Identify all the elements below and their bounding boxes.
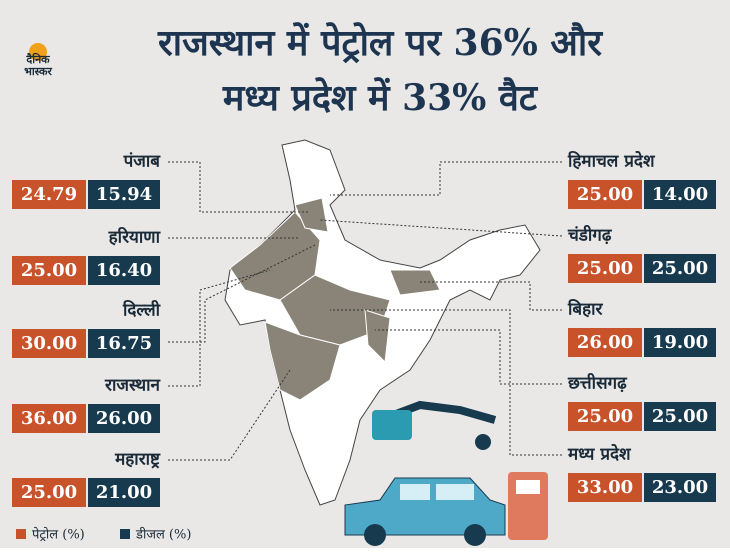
logo-sun — [29, 43, 47, 61]
wheel — [464, 524, 486, 546]
diesel-box — [644, 180, 716, 209]
car-window — [400, 484, 430, 500]
diesel-box — [644, 254, 716, 283]
diesel-box — [88, 404, 160, 433]
leader-line — [420, 281, 562, 311]
petrol-box — [12, 256, 86, 285]
petrol-box — [568, 328, 642, 357]
leader-line — [168, 269, 271, 387]
state-rows: पंजाब 24.79 15.94 हरियाणा 25.00 16.40 दिल्ली 30… — [12, 151, 716, 507]
diesel-value: 25.00 — [652, 258, 708, 279]
petrol-value: 26.00 — [577, 332, 633, 353]
diesel-box — [88, 329, 160, 358]
diesel-value: 16.40 — [96, 260, 152, 281]
diesel-value: 23.00 — [652, 477, 708, 498]
petrol-box — [12, 478, 86, 507]
legend-label: डीजल (%) — [135, 527, 191, 543]
logo-text: दैनिक — [25, 52, 50, 66]
petrol-box — [12, 329, 86, 358]
state-name: राजस्थान — [104, 376, 161, 396]
nozzle — [372, 410, 412, 440]
state-shape — [364, 309, 391, 364]
legend-label: पेट्रोल (%) — [32, 527, 85, 543]
state-shape — [229, 211, 321, 301]
state-name: हिमाचल प्रदेश — [567, 151, 656, 172]
leader-lines — [168, 161, 563, 461]
diesel-box — [644, 402, 716, 431]
leader-line — [168, 369, 291, 461]
leader-line — [168, 244, 316, 343]
state-shape — [264, 321, 341, 401]
diesel-value: 26.00 — [96, 408, 152, 429]
petrol-value: 25.00 — [577, 406, 633, 427]
petrol-value: 25.00 — [21, 482, 77, 503]
leader-line — [330, 309, 562, 456]
legend-swatch — [16, 529, 26, 539]
state-name: हरियाणा — [108, 227, 161, 248]
fuel-illustration — [344, 400, 548, 546]
diesel-value: 19.00 — [652, 332, 708, 353]
legend-swatch — [120, 529, 130, 539]
car-window — [436, 484, 474, 500]
petrol-box — [568, 402, 642, 431]
diesel-value: 21.00 — [96, 482, 152, 503]
diesel-value: 16.75 — [96, 333, 152, 354]
state-name: पंजाब — [123, 152, 162, 172]
pump-display — [516, 480, 540, 494]
title-line: राजस्थान में पेट्रोल पर 36% और — [157, 22, 603, 64]
petrol-value: 30.00 — [21, 333, 77, 354]
petrol-value: 25.00 — [577, 258, 633, 279]
state-name: चंडीगढ़ — [567, 225, 613, 246]
petrol-box — [568, 473, 642, 502]
state-name: दिल्ली — [122, 300, 161, 321]
wheel — [364, 524, 386, 546]
legend: पेट्रोल (%) डीजल (%) — [16, 527, 191, 543]
diesel-box — [88, 256, 160, 285]
petrol-value: 24.79 — [21, 184, 77, 205]
leader-line — [375, 329, 562, 385]
petrol-box — [12, 180, 86, 209]
leader-line — [319, 219, 563, 237]
petrol-value: 36.00 — [21, 408, 77, 429]
diesel-value: 25.00 — [652, 406, 708, 427]
logo: दैनिक भास्कर — [24, 43, 52, 78]
state-name: मध्य प्रदेश — [567, 444, 632, 465]
title-line: मध्य प्रदेश में 33% वैट — [222, 77, 539, 119]
petrol-box — [568, 254, 642, 283]
diesel-value: 15.94 — [96, 184, 152, 205]
petrol-box — [12, 404, 86, 433]
drop — [475, 434, 491, 450]
state-name: महाराष्ट्र — [114, 450, 161, 470]
petrol-value: 25.00 — [21, 260, 77, 281]
leader-line — [168, 161, 310, 213]
diesel-box — [644, 473, 716, 502]
state-name: बिहार — [567, 299, 604, 320]
state-shape — [389, 269, 441, 296]
state-shape — [294, 197, 329, 233]
diesel-value: 14.00 — [652, 184, 708, 205]
diesel-box — [88, 180, 160, 209]
petrol-value: 25.00 — [577, 184, 633, 205]
state-name: छत्तीसगढ़ — [567, 373, 628, 394]
diesel-box — [88, 478, 160, 507]
logo-text: भास्कर — [24, 65, 52, 78]
petrol-box — [568, 180, 642, 209]
diesel-box — [644, 328, 716, 357]
leader-line — [330, 161, 562, 196]
petrol-value: 33.00 — [577, 477, 633, 498]
